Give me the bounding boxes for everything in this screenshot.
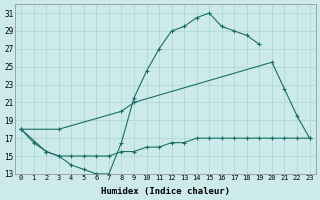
X-axis label: Humidex (Indice chaleur): Humidex (Indice chaleur) (101, 187, 230, 196)
